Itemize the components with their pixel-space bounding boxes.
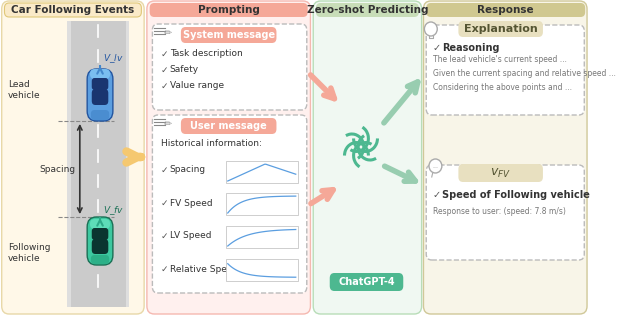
- FancyBboxPatch shape: [424, 1, 587, 314]
- FancyBboxPatch shape: [316, 3, 419, 17]
- Text: ✓: ✓: [433, 190, 441, 200]
- Text: ✓: ✓: [161, 265, 168, 273]
- Text: Car Following Events: Car Following Events: [12, 5, 134, 15]
- FancyBboxPatch shape: [426, 165, 584, 260]
- FancyBboxPatch shape: [152, 24, 307, 110]
- Text: ✓: ✓: [433, 43, 441, 53]
- Text: Considering the above points and ...: Considering the above points and ...: [433, 83, 572, 91]
- Text: ✓: ✓: [161, 165, 168, 175]
- Text: System message: System message: [182, 30, 275, 40]
- Bar: [226, 193, 298, 215]
- Text: FV Speed: FV Speed: [170, 198, 212, 208]
- Text: LV Speed: LV Speed: [170, 232, 211, 240]
- FancyBboxPatch shape: [90, 219, 110, 229]
- Text: Spacing: Spacing: [39, 164, 76, 174]
- Text: Safety: Safety: [170, 66, 199, 75]
- FancyBboxPatch shape: [91, 110, 109, 120]
- Text: ✓: ✓: [161, 66, 168, 75]
- Text: Historical information:: Historical information:: [161, 139, 262, 147]
- Text: ✓: ✓: [161, 198, 168, 208]
- Text: ✓: ✓: [161, 49, 168, 59]
- FancyBboxPatch shape: [426, 3, 585, 17]
- Text: Reasoning: Reasoning: [442, 43, 499, 53]
- FancyBboxPatch shape: [2, 1, 144, 314]
- Text: ...: ...: [433, 163, 438, 169]
- FancyBboxPatch shape: [91, 255, 109, 264]
- Text: $V\_lv$: $V\_lv$: [103, 52, 124, 65]
- Text: User message: User message: [190, 121, 267, 131]
- Text: Response: Response: [477, 5, 534, 15]
- FancyBboxPatch shape: [92, 89, 108, 105]
- FancyBboxPatch shape: [147, 1, 310, 314]
- Bar: [226, 259, 298, 281]
- FancyBboxPatch shape: [152, 115, 307, 293]
- FancyBboxPatch shape: [87, 69, 113, 121]
- Text: ✓: ✓: [161, 232, 168, 240]
- Bar: [67, 21, 70, 307]
- Bar: [67, 21, 129, 307]
- Circle shape: [429, 159, 442, 173]
- FancyBboxPatch shape: [150, 3, 308, 17]
- Text: Zero-shot Predicting: Zero-shot Predicting: [307, 5, 428, 15]
- Text: Spacing: Spacing: [170, 165, 206, 175]
- Bar: [226, 161, 298, 183]
- Text: Lead
vehicle: Lead vehicle: [8, 80, 41, 100]
- Text: ✏: ✏: [163, 119, 172, 129]
- Text: Prompting: Prompting: [198, 5, 260, 15]
- Text: $v_{FV}$: $v_{FV}$: [490, 166, 511, 180]
- FancyBboxPatch shape: [330, 273, 403, 291]
- FancyBboxPatch shape: [92, 78, 108, 90]
- Text: Task description: Task description: [170, 49, 243, 59]
- FancyBboxPatch shape: [458, 21, 543, 37]
- FancyBboxPatch shape: [426, 25, 584, 115]
- Text: Given the current spacing and relative speed ...: Given the current spacing and relative s…: [433, 68, 616, 77]
- Text: ChatGPT-4: ChatGPT-4: [338, 277, 395, 287]
- FancyBboxPatch shape: [181, 27, 276, 43]
- Bar: [125, 21, 129, 307]
- Circle shape: [424, 22, 437, 36]
- Text: Relative Speed: Relative Speed: [170, 265, 238, 273]
- Text: $V\_fv$: $V\_fv$: [103, 204, 124, 217]
- Text: ✏: ✏: [163, 28, 172, 38]
- Text: The lead vehicle's current speed ...: The lead vehicle's current speed ...: [433, 54, 566, 64]
- Text: Value range: Value range: [170, 82, 224, 90]
- FancyBboxPatch shape: [92, 228, 108, 240]
- FancyBboxPatch shape: [313, 1, 422, 314]
- Text: ✓: ✓: [161, 82, 168, 90]
- Text: Speed of Following vehicle: Speed of Following vehicle: [442, 190, 589, 200]
- FancyBboxPatch shape: [4, 3, 141, 17]
- Text: Explanation: Explanation: [464, 24, 538, 34]
- FancyBboxPatch shape: [92, 239, 108, 254]
- FancyBboxPatch shape: [458, 164, 543, 182]
- Text: Following
vehicle: Following vehicle: [8, 243, 51, 263]
- FancyBboxPatch shape: [87, 217, 113, 265]
- Text: Response to user: (speed: 7.8 m/s): Response to user: (speed: 7.8 m/s): [433, 207, 566, 215]
- Bar: [226, 226, 298, 248]
- FancyBboxPatch shape: [181, 118, 276, 134]
- FancyBboxPatch shape: [90, 69, 110, 79]
